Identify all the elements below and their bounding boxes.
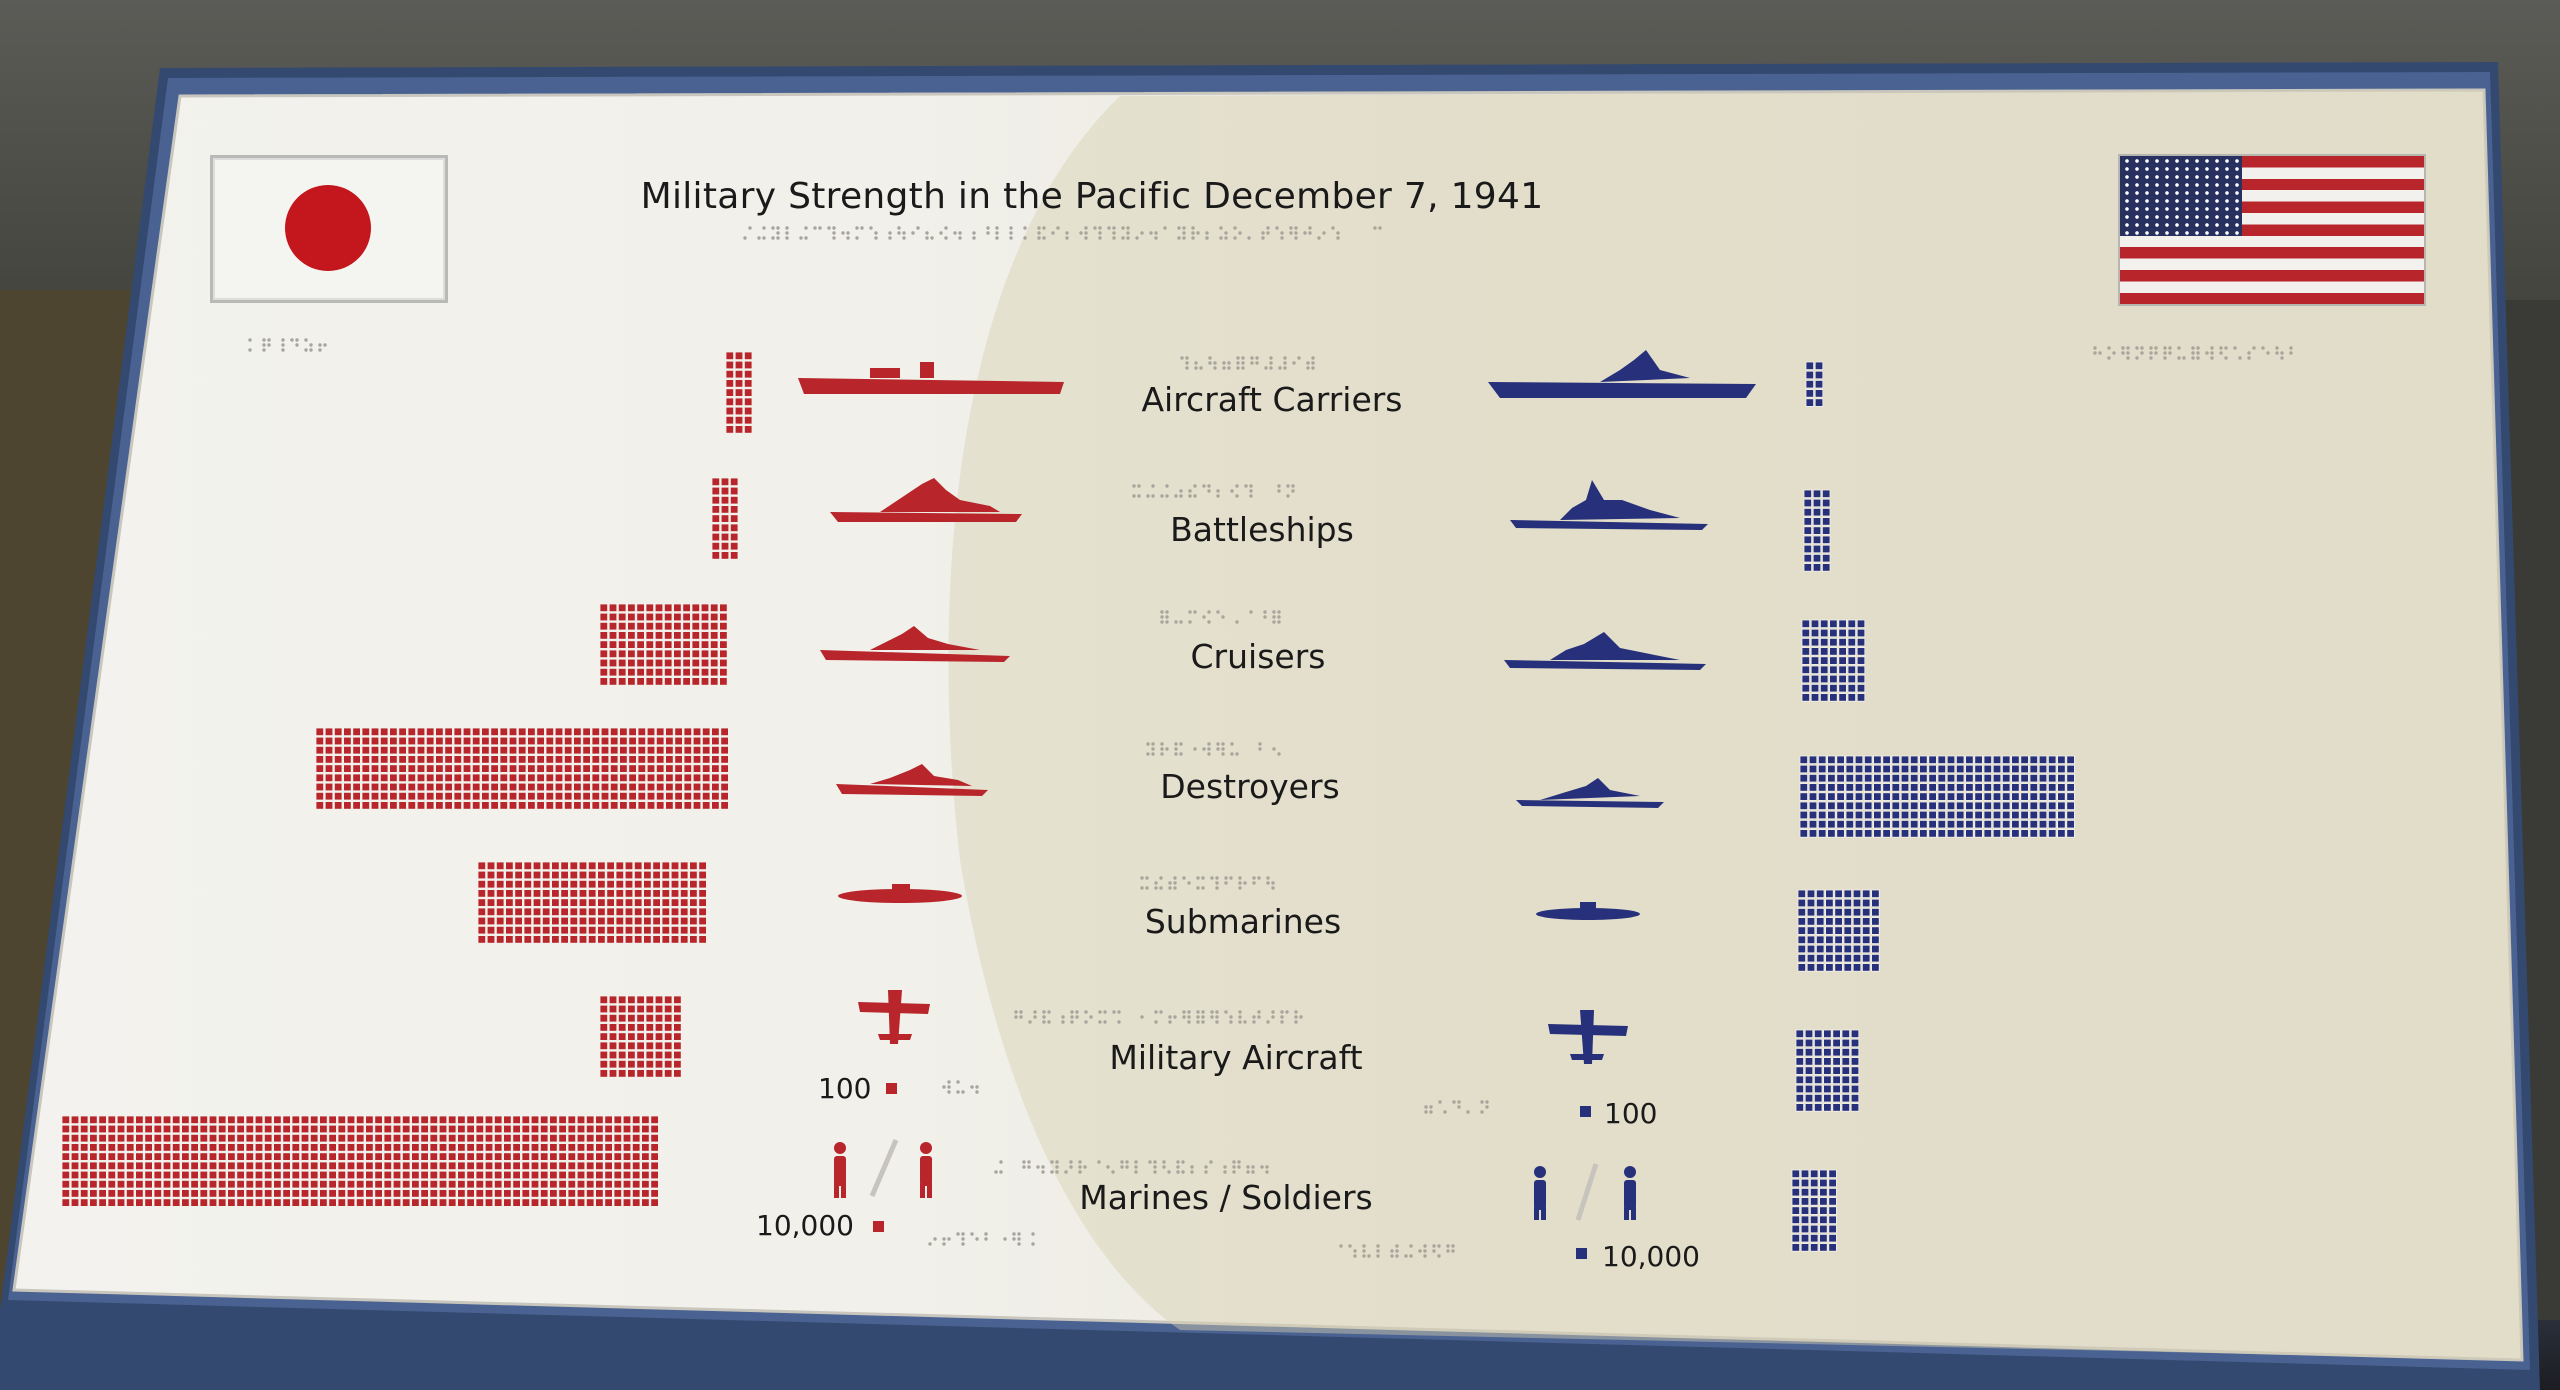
braille-usa [2093,346,2293,360]
japan-battleships-block [711,477,739,560]
braille-title [743,226,1382,240]
us-cruisers-block [1801,619,1866,702]
us-battleships-block [1803,489,1831,572]
slash-divider-japan [869,1139,899,1197]
ship-icon-us-battleship [1510,480,1708,530]
japan-troops-block [61,1115,659,1207]
braille-destroyers [1146,742,1281,756]
braille-battleships [1132,484,1295,498]
scale-label-troops-japan: 10,000 [756,1209,854,1242]
marine-icon-us [1624,1166,1636,1220]
japan-carriers-block [725,351,753,434]
ship-icon-us-carrier [1488,350,1756,398]
category-military-aircraft: Military Aircraft [1109,1038,1363,1077]
japan-submarines-block [477,861,707,944]
scale-square-troops-us [1576,1248,1587,1259]
ship-icon-japan-battleship [830,478,1022,522]
plaque-title-text: Military Strength in the Pacific Decembe… [640,176,1544,217]
scale-square-aircraft-japan [886,1083,897,1094]
category-aircraft-carriers: Aircraft Carriers [1141,380,1403,419]
ship-icon-japan-carrier [798,362,1064,394]
us-submarines-block [1797,889,1880,972]
japan-sun-disc [285,185,371,271]
category-marines-soldiers: Marines / Soldiers [1079,1178,1373,1217]
soldier-icon-japan [834,1142,846,1198]
japan-cruisers-block [599,603,728,686]
plaque-title: Military Strength in the Pacific Decembe… [0,176,2560,217]
braille-aircraft [1014,1010,1303,1024]
submarine-icon-japan [838,884,962,903]
scale-square-aircraft-us [1580,1106,1591,1117]
us-destroyers-block [1799,755,2075,838]
aircraft-icon-japan [858,990,930,1044]
braille-submarines [1140,876,1275,890]
category-destroyers: Destroyers [1160,767,1340,806]
aircraft-icon-us [1548,1010,1628,1064]
scale-label-aircraft-japan: 100 [818,1072,872,1105]
us-flag-icon [2118,154,2426,306]
braille-japan [248,338,327,352]
braille-troops-scale-us [1339,1244,1455,1258]
category-submarines: Submarines [1144,902,1342,941]
category-battleships: Battleships [1170,510,1354,549]
braille-troops [994,1160,1269,1174]
us-carriers-block [1805,361,1824,407]
submarine-icon-us [1536,902,1640,920]
japan-aircraft-block [599,995,682,1078]
braille-cruisers [1160,610,1281,624]
ship-icon-japan-destroyer [836,764,988,796]
japan-destroyers-block [315,727,729,810]
scale-square-troops-japan [873,1221,884,1232]
braille-aircraft-scale-japan [942,1080,979,1094]
marine-icon-japan [920,1142,932,1198]
ship-icon-us-destroyer [1516,778,1664,808]
slash-divider-us [1575,1163,1599,1221]
us-aircraft-block [1795,1029,1860,1112]
braille-troops-scale-japan [928,1232,1035,1246]
scale-label-aircraft-us: 100 [1604,1097,1658,1130]
scale-label-troops-us: 10,000 [1602,1240,1700,1273]
ship-icon-us-cruiser [1504,632,1706,670]
soldier-icon-us [1534,1166,1546,1220]
braille-aircraft-scale-us [1424,1100,1489,1114]
us-flag-canton [2120,156,2242,236]
ship-icon-japan-cruiser [820,626,1010,662]
japan-flag-icon [210,155,448,303]
us-troops-block [1791,1169,1837,1252]
category-cruisers: Cruisers [1190,637,1326,676]
braille-carriers [1180,356,1315,370]
